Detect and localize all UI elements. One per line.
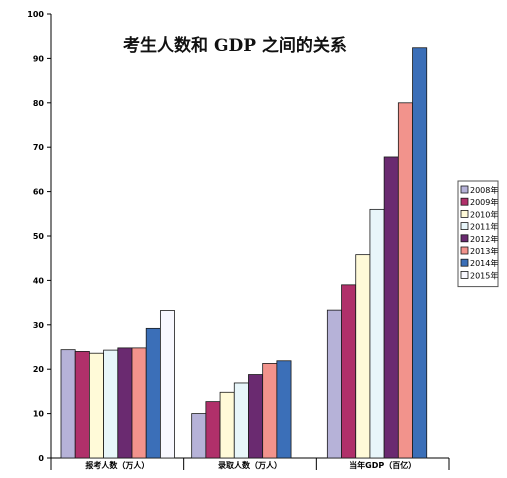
bar-2011年	[103, 349, 119, 459]
y-tick-label: 20	[33, 365, 45, 374]
y-tick-label: 80	[33, 99, 45, 108]
legend-label: 2009年	[470, 197, 498, 207]
legend-label: 2008年	[470, 185, 498, 195]
bar-2013年	[262, 363, 278, 459]
legend-label: 2011年	[470, 222, 498, 232]
bar-2011年	[233, 382, 249, 459]
bar-2008年	[191, 413, 207, 459]
bar-2008年	[326, 309, 342, 459]
legend-swatch	[460, 197, 469, 206]
legend-swatch	[460, 258, 469, 267]
legend: 2008年 2009年 2010年 2011年 2012年 2013年 2014年 2015年	[457, 180, 499, 288]
bar-2012年	[248, 374, 264, 459]
x-tick-label: 当年GDP（百亿）	[349, 460, 416, 470]
bar-2009年	[205, 401, 221, 459]
y-tick-label: 30	[33, 321, 45, 330]
y-tick-label: 100	[27, 10, 44, 19]
legend-label: 2013年	[470, 246, 498, 256]
bar-2010年	[355, 254, 371, 459]
bar-2010年	[89, 352, 105, 459]
bar-2014年	[145, 327, 161, 459]
legend-label: 2015年	[470, 270, 498, 280]
bar-2012年	[117, 347, 133, 459]
y-tick-label: 0	[38, 454, 44, 463]
bar-2008年	[60, 349, 76, 459]
x-tick-label: 录取人数（万人）	[218, 460, 282, 470]
bar-2014年	[276, 360, 292, 459]
bar-2009年	[341, 284, 357, 459]
legend-swatch	[460, 270, 469, 279]
y-tick-label: 10	[33, 410, 45, 419]
chart-title: 考生人数和 GDP 之间的关系	[122, 35, 347, 56]
bar-2015年	[159, 310, 175, 459]
y-tick-label: 90	[33, 54, 45, 63]
legend-swatch	[460, 222, 469, 231]
legend-label: 2014年	[470, 258, 498, 268]
y-tick-label: 70	[33, 143, 45, 152]
x-tick-label: 报考人数（万人）	[85, 460, 149, 470]
bar-2013年	[397, 102, 413, 459]
legend-label: 2012年	[470, 234, 498, 244]
legend-swatch	[460, 209, 469, 218]
bar-2010年	[219, 391, 235, 459]
bar-2009年	[74, 351, 90, 459]
bar-2011年	[369, 208, 385, 459]
legend-swatch	[460, 185, 469, 194]
y-tick-label: 50	[33, 232, 45, 241]
plot-area: 0 10 20 30 40 50 60 70 80 90 100 报考人数（万人） 录取人数（万人） 当年…	[27, 10, 450, 470]
legend-swatch	[460, 246, 469, 255]
bar-2012年	[383, 156, 399, 459]
legend-label: 2010年	[470, 209, 498, 219]
y-tick-label: 40	[33, 276, 45, 285]
bar-2014年	[412, 47, 428, 459]
y-tick-label: 60	[33, 188, 45, 197]
bar-2013年	[131, 347, 147, 459]
legend-swatch	[460, 234, 469, 243]
